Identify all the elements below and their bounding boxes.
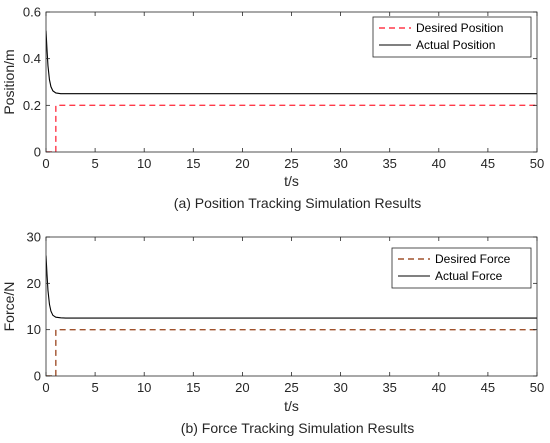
x-tick-label: 30	[333, 380, 347, 395]
series-line-1	[46, 30, 537, 95]
x-tick-label: 5	[91, 380, 98, 395]
x-axis-label: t/s	[284, 173, 299, 189]
y-tick-label: 0.4	[23, 51, 41, 66]
x-tick-label: 35	[382, 156, 396, 171]
chart-force: 0 5 10 15 20 25 30 35 40 45 50 0 10 20 30 t/s Force/N (b)…	[1, 230, 544, 437]
y-tick-label: 10	[27, 322, 41, 337]
x-axis-label: t/s	[284, 398, 299, 414]
x-tick-label: 15	[186, 156, 200, 171]
legend-entry: Actual Position	[416, 38, 495, 52]
chart-caption: (a) Position Tracking Simulation Results	[174, 195, 421, 211]
legend: Desired Force Actual Force	[391, 247, 532, 289]
x-tick-label: 30	[333, 156, 347, 171]
x-tick-label: 15	[186, 380, 200, 395]
y-tick-label: 30	[27, 230, 41, 245]
x-tick-label: 50	[530, 156, 544, 171]
chart-position: 0 5 10 15 20 25 30 35 40 45 50 0 0.2 0.4 0.6 t/s Positio…	[1, 5, 544, 212]
y-tick-label: 0.2	[23, 98, 41, 113]
legend-entry: Desired Force	[435, 252, 511, 266]
x-tick-label: 40	[432, 156, 446, 171]
x-tick-label: 5	[91, 156, 98, 171]
legend-entry: Desired Position	[416, 21, 503, 35]
x-tick-label: 20	[235, 380, 249, 395]
legend-entry: Actual Force	[435, 269, 503, 283]
x-tick-label: 35	[382, 380, 396, 395]
x-tick-label: 0	[42, 380, 49, 395]
legend: Desired Position Actual Position	[372, 16, 532, 58]
x-tick-label: 40	[432, 380, 446, 395]
y-tick-label: 0	[34, 145, 41, 160]
y-tick-label: 0	[34, 369, 41, 384]
x-tick-label: 20	[235, 156, 249, 171]
y-tick-label: 0.6	[23, 5, 41, 20]
x-tick-label: 10	[137, 380, 151, 395]
x-tick-label: 10	[137, 156, 151, 171]
x-tick-label: 45	[481, 156, 495, 171]
x-tick-label: 45	[481, 380, 495, 395]
y-axis-label: Force/N	[1, 282, 17, 332]
series-line-1	[46, 255, 537, 319]
y-axis-label: Position/m	[1, 49, 17, 114]
series-line-0	[46, 328, 537, 376]
legend-box	[391, 247, 532, 289]
x-tick-label: 25	[284, 156, 298, 171]
chart-caption: (b) Force Tracking Simulation Results	[181, 420, 414, 436]
x-tick-label: 25	[284, 380, 298, 395]
x-tick-label: 0	[42, 156, 49, 171]
y-tick-label: 20	[27, 276, 41, 291]
legend-box	[372, 16, 532, 58]
series-line-0	[46, 104, 537, 152]
x-tick-label: 50	[530, 380, 544, 395]
